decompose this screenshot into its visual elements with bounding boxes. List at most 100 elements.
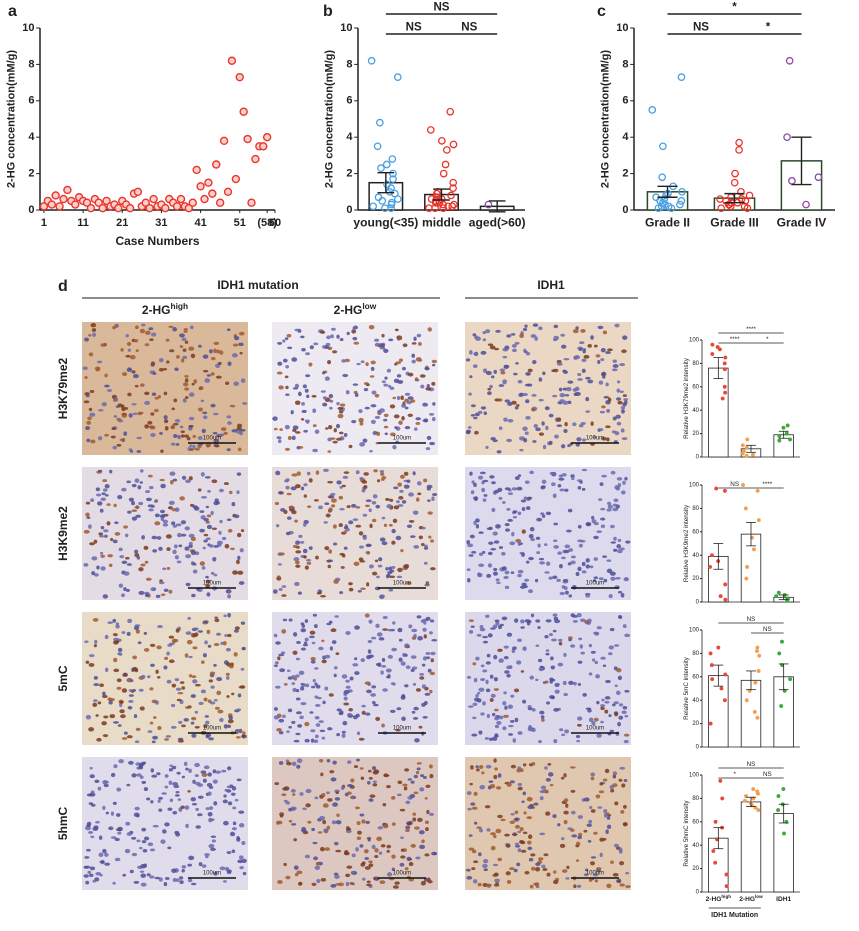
nucleus	[517, 786, 523, 791]
nucleus	[474, 430, 479, 435]
nucleus	[324, 502, 330, 505]
nucleus	[507, 518, 513, 522]
nucleus	[125, 334, 129, 338]
nucleus	[562, 578, 569, 583]
nucleus	[589, 805, 593, 810]
nucleus	[413, 336, 417, 341]
nucleus	[227, 612, 231, 618]
nucleus	[587, 840, 592, 843]
point	[223, 187, 233, 197]
nucleus	[599, 852, 603, 858]
nucleus	[310, 660, 316, 664]
nucleus	[176, 560, 182, 564]
nucleus	[102, 805, 106, 810]
point	[713, 819, 718, 824]
nucleus	[231, 692, 235, 696]
nucleus	[208, 737, 214, 741]
x-tick-label-sup: high	[721, 894, 731, 899]
nucleus	[330, 777, 337, 782]
nucleus	[185, 767, 189, 771]
nucleus	[430, 651, 436, 656]
nucleus	[94, 573, 99, 577]
nucleus	[620, 406, 626, 410]
nucleus	[194, 710, 199, 714]
point	[755, 715, 760, 720]
nucleus	[235, 429, 242, 434]
nucleus	[391, 867, 396, 872]
nucleus	[482, 701, 486, 706]
nucleus	[105, 811, 109, 815]
nucleus	[509, 780, 515, 784]
nucleus	[118, 547, 123, 552]
y-tick-label: 8	[28, 58, 34, 70]
nucleus	[345, 881, 350, 887]
nucleus	[529, 884, 534, 889]
nucleus	[205, 505, 209, 509]
nucleus	[304, 565, 309, 570]
nucleus	[327, 798, 333, 802]
nucleus	[303, 429, 308, 433]
nucleus	[159, 509, 166, 514]
nucleus	[342, 721, 348, 726]
nucleus	[579, 618, 586, 622]
nucleus	[416, 762, 422, 765]
point	[722, 698, 727, 703]
nucleus	[215, 349, 221, 354]
nucleus	[613, 644, 620, 647]
nucleus	[131, 516, 138, 521]
nucleus	[182, 398, 187, 403]
nucleus	[503, 645, 509, 649]
nucleus	[530, 853, 536, 857]
nucleus	[113, 657, 118, 663]
nucleus	[298, 881, 303, 886]
nucleus	[598, 498, 603, 501]
nucleus	[553, 335, 559, 341]
nucleus	[88, 663, 95, 667]
nucleus	[482, 338, 487, 342]
nucleus	[469, 471, 473, 476]
nucleus	[520, 768, 524, 773]
nucleus	[330, 884, 337, 888]
nucleus	[360, 587, 366, 590]
nucleus	[356, 362, 361, 366]
nucleus	[84, 640, 89, 644]
nucleus	[548, 576, 553, 580]
nucleus	[425, 827, 429, 832]
nucleus	[553, 324, 559, 329]
nucleus	[493, 677, 498, 682]
nucleus	[485, 679, 489, 685]
nucleus	[520, 585, 526, 589]
nucleus	[149, 848, 156, 852]
nucleus	[124, 533, 129, 538]
nucleus	[291, 823, 297, 826]
nucleus	[105, 667, 109, 672]
nucleus	[567, 562, 572, 566]
nucleus	[511, 344, 517, 348]
nucleus	[123, 672, 128, 676]
point	[449, 178, 458, 187]
nucleus	[567, 508, 573, 513]
nucleus	[239, 351, 243, 355]
point	[783, 133, 791, 142]
nucleus	[609, 729, 615, 733]
y-tick-label: 2	[28, 168, 34, 180]
nucleus	[135, 727, 141, 732]
nucleus	[154, 876, 161, 880]
nucleus	[326, 335, 331, 340]
nucleus	[497, 857, 503, 862]
point	[98, 203, 107, 213]
nucleus	[468, 350, 473, 355]
nucleus	[304, 854, 310, 859]
nucleus	[121, 631, 126, 634]
nucleus	[188, 541, 193, 546]
nucleus	[140, 383, 145, 387]
nucleus	[93, 644, 98, 648]
nucleus	[400, 855, 406, 859]
nucleus	[352, 336, 358, 341]
nucleus	[88, 352, 94, 357]
nucleus	[237, 570, 244, 575]
nucleus	[494, 619, 500, 623]
nucleus	[561, 344, 567, 349]
nucleus	[113, 397, 119, 402]
nucleus	[608, 652, 613, 656]
